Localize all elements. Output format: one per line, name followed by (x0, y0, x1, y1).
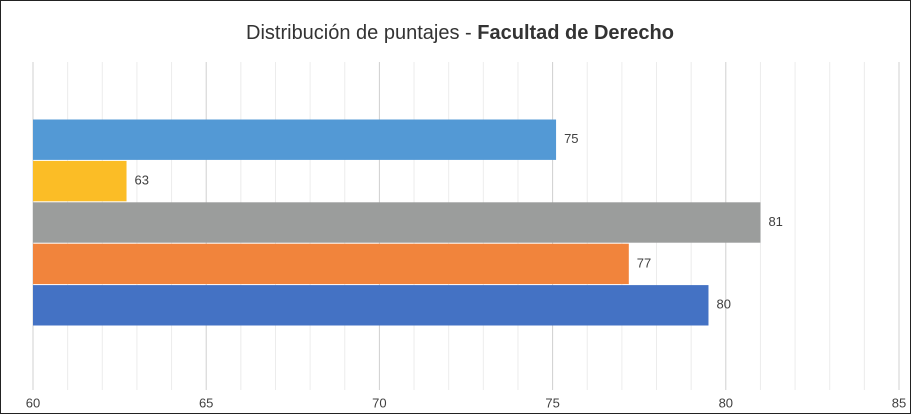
bar (33, 202, 761, 243)
data-label: 75 (564, 131, 578, 146)
bar (33, 160, 127, 202)
x-tick-label: 75 (545, 395, 559, 410)
title-bold: Facultad de Derecho (477, 22, 674, 44)
data-label: 80 (716, 297, 730, 312)
x-tick-label: 65 (199, 395, 213, 410)
data-label: 77 (637, 255, 651, 270)
title-main: Distribución de puntajes - (246, 22, 472, 44)
x-tick-label: 70 (372, 395, 386, 410)
x-tick-label: 85 (892, 395, 906, 410)
x-tick-label: 60 (26, 395, 40, 410)
bar (33, 119, 557, 160)
data-label: 81 (768, 214, 782, 229)
bar (33, 285, 709, 326)
x-tick-label: 80 (719, 395, 733, 410)
data-label: 63 (135, 173, 149, 188)
chart-title: Distribución de puntajes - Facultad de D… (246, 22, 674, 44)
bar (33, 243, 629, 285)
